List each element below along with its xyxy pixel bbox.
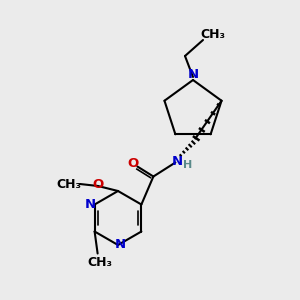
Text: CH₃: CH₃ [87, 256, 112, 269]
Text: O: O [128, 157, 139, 170]
Text: CH₃: CH₃ [200, 28, 226, 41]
Text: N: N [85, 198, 96, 211]
Text: N: N [172, 155, 183, 168]
Text: CH₃: CH₃ [56, 178, 82, 190]
Text: N: N [114, 238, 126, 251]
Text: N: N [188, 68, 199, 80]
Text: O: O [92, 178, 104, 191]
Text: H: H [183, 160, 192, 170]
